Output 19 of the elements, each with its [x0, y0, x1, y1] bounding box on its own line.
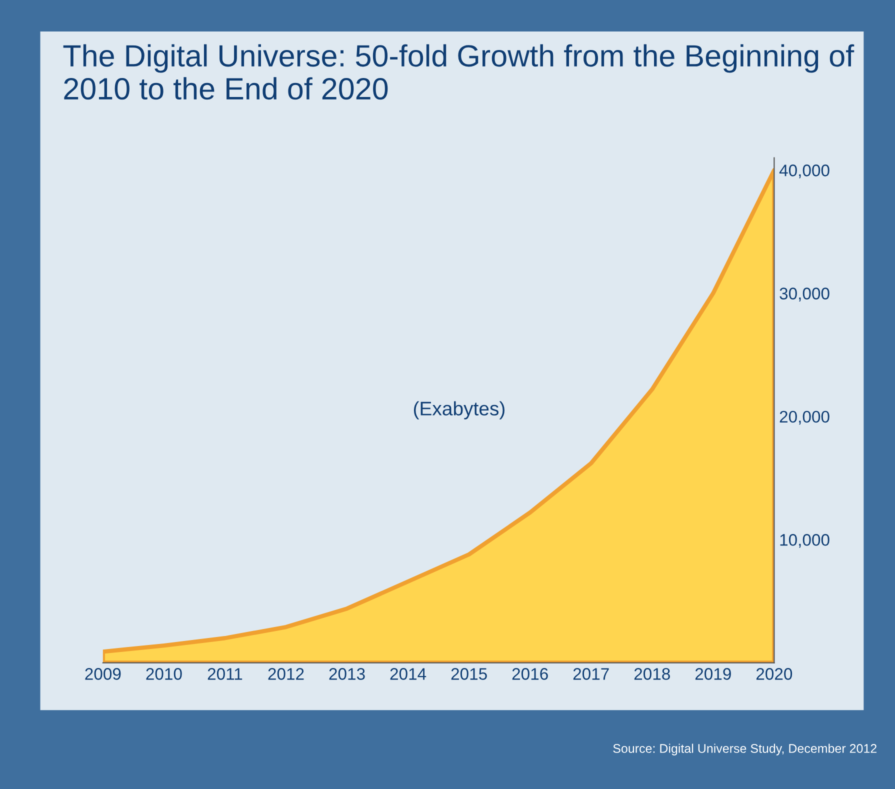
annotation: (Exabytes) — [414, 401, 504, 420]
x-tick-label: 2013 — [329, 668, 365, 680]
y-tick-label: 30,000 — [780, 288, 830, 302]
x-tick-label: 2015 — [451, 668, 487, 680]
x-tick-label: 2020 — [756, 668, 792, 680]
x-tick-label: 2019 — [695, 668, 731, 680]
y-tick-label: 10,000 — [780, 534, 830, 548]
x-tick-label: 2014 — [390, 668, 426, 680]
x-tick-label: 2009 — [85, 668, 121, 680]
x-tick-label: 2018 — [634, 668, 670, 680]
x-tick-label: 2012 — [268, 668, 304, 680]
chart-title: The Digital Universe: 50-fold Growth from the Beginning of 2010 to the End of 2020 — [63, 44, 854, 100]
x-tick-label: 2017 — [573, 668, 609, 680]
x-tick-label: 2010 — [146, 668, 182, 680]
y-tick-label: 20,000 — [780, 410, 830, 425]
x-tick-label: 2016 — [512, 668, 548, 680]
source-note: Source: Digital Universe Study, December 2012 — [613, 744, 876, 756]
y-tick-label: 40,000 — [779, 164, 830, 178]
x-tick-label: 2011 — [208, 668, 242, 680]
